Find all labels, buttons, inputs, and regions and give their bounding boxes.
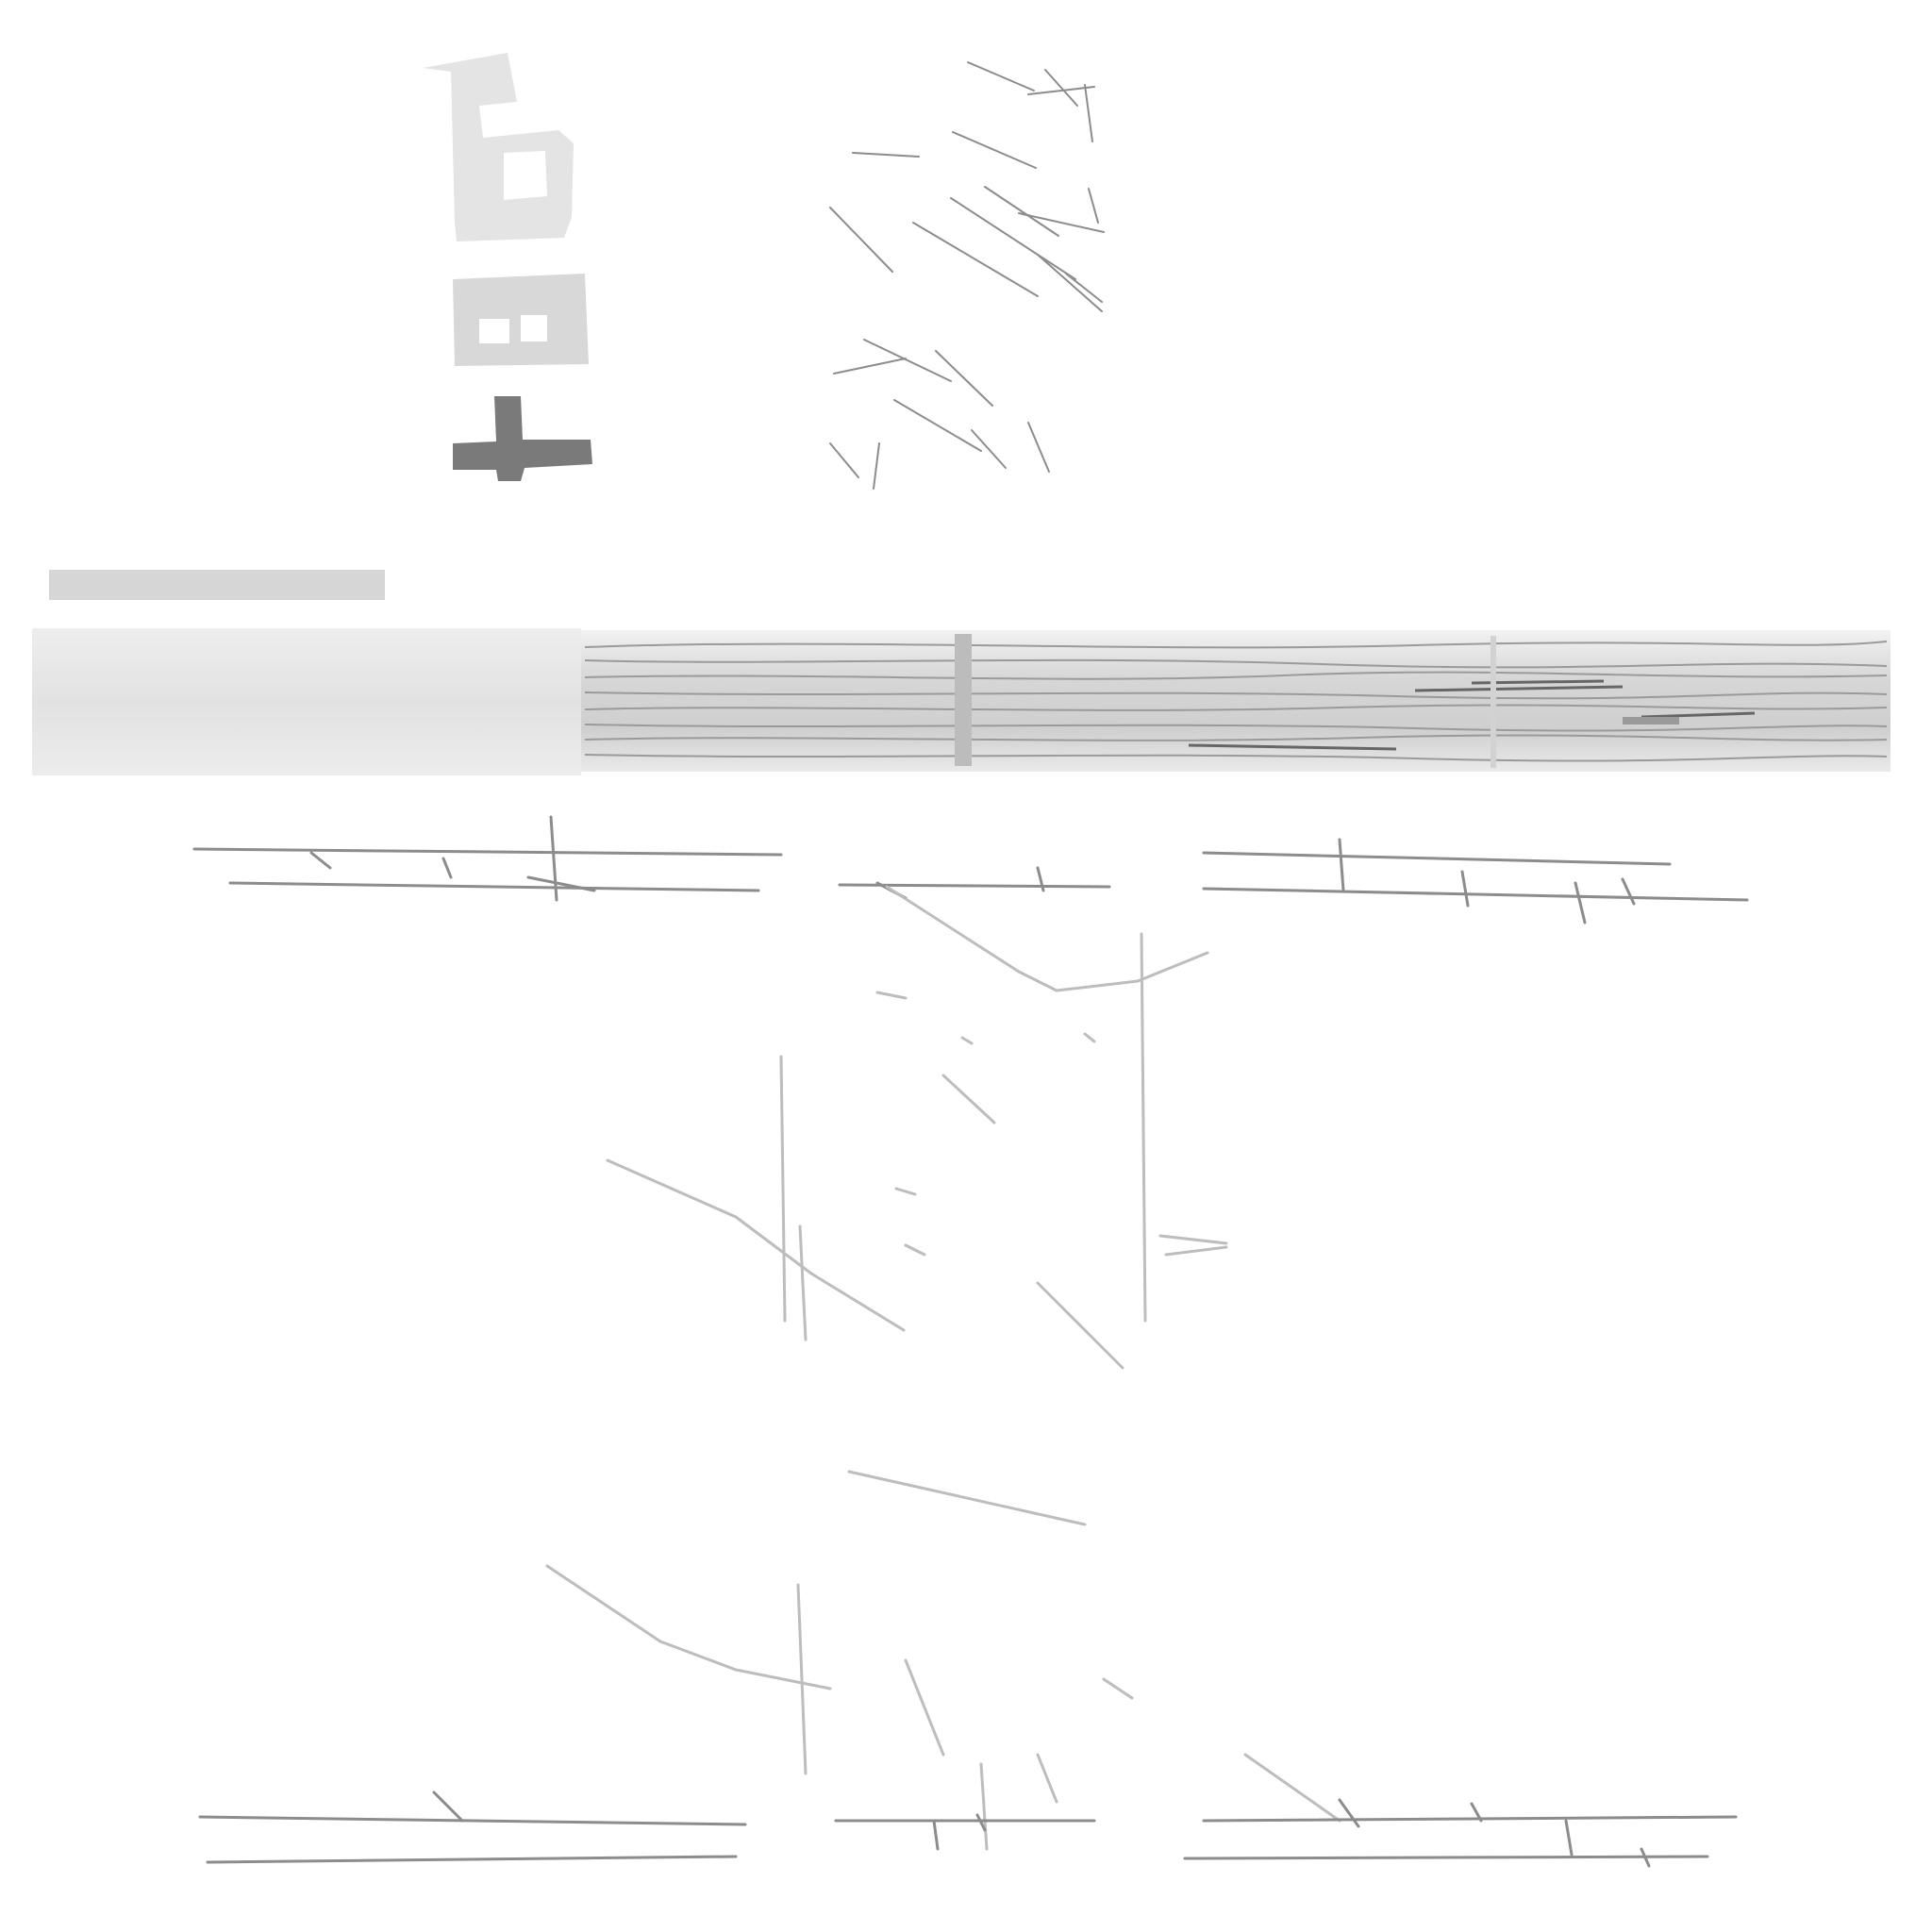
scattered-cracks — [545, 885, 1341, 1851]
top-crack-strips — [192, 815, 1749, 924]
bottom-crack-strips — [198, 1790, 1738, 1868]
grain-plank — [581, 630, 1890, 772]
window-block — [453, 274, 589, 366]
b-shaped-block — [423, 53, 574, 242]
plain-plank — [32, 628, 581, 775]
thin-bar — [49, 570, 385, 600]
scratch-patch — [829, 61, 1105, 490]
t-shaped-block — [453, 396, 592, 481]
